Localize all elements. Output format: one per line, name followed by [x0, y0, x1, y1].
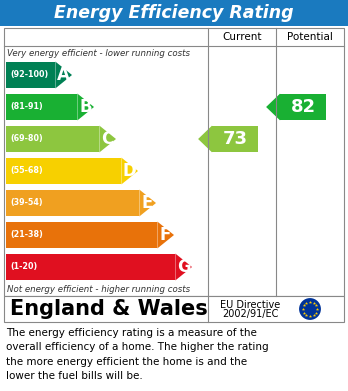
Text: Potential: Potential — [287, 32, 333, 42]
Bar — [4, 28, 344, 296]
Text: England & Wales: England & Wales — [10, 299, 208, 319]
Polygon shape — [157, 222, 174, 248]
Text: Current: Current — [222, 32, 262, 42]
Polygon shape — [198, 126, 212, 152]
Text: 73: 73 — [222, 130, 247, 148]
Bar — [4, 296, 344, 322]
Bar — [6, 126, 100, 152]
Text: C: C — [102, 130, 114, 148]
Polygon shape — [77, 93, 94, 120]
Bar — [6, 158, 121, 185]
Circle shape — [299, 298, 321, 320]
Text: Not energy efficient - higher running costs: Not energy efficient - higher running co… — [7, 285, 190, 294]
Bar — [6, 190, 139, 217]
Text: G: G — [177, 258, 191, 276]
Text: EU Directive: EU Directive — [220, 300, 280, 310]
Bar — [6, 253, 175, 280]
Polygon shape — [55, 61, 72, 88]
Text: E: E — [142, 194, 153, 212]
Bar — [280, 93, 326, 120]
Text: (92-100): (92-100) — [10, 70, 48, 79]
Text: (39-54): (39-54) — [10, 199, 42, 208]
Text: B: B — [79, 98, 92, 116]
Text: (21-38): (21-38) — [10, 231, 43, 240]
Bar — [6, 222, 157, 248]
Text: The energy efficiency rating is a measure of the
overall efficiency of a home. T: The energy efficiency rating is a measur… — [6, 328, 269, 381]
Text: D: D — [123, 162, 136, 180]
Polygon shape — [175, 253, 192, 280]
Bar — [212, 126, 258, 152]
Polygon shape — [121, 158, 138, 185]
Text: 82: 82 — [291, 98, 316, 116]
Text: (1-20): (1-20) — [10, 262, 37, 271]
Polygon shape — [266, 93, 280, 120]
Polygon shape — [100, 126, 116, 152]
Bar — [6, 61, 55, 88]
Text: F: F — [160, 226, 171, 244]
Text: (69-80): (69-80) — [10, 135, 43, 143]
Text: A: A — [57, 66, 70, 84]
Polygon shape — [139, 190, 156, 217]
Text: 2002/91/EC: 2002/91/EC — [222, 308, 278, 319]
Text: Energy Efficiency Rating: Energy Efficiency Rating — [54, 4, 294, 22]
Text: (55-68): (55-68) — [10, 167, 43, 176]
Bar — [6, 93, 77, 120]
Bar — [0, 0, 348, 26]
Text: (81-91): (81-91) — [10, 102, 43, 111]
Text: Very energy efficient - lower running costs: Very energy efficient - lower running co… — [7, 49, 190, 58]
